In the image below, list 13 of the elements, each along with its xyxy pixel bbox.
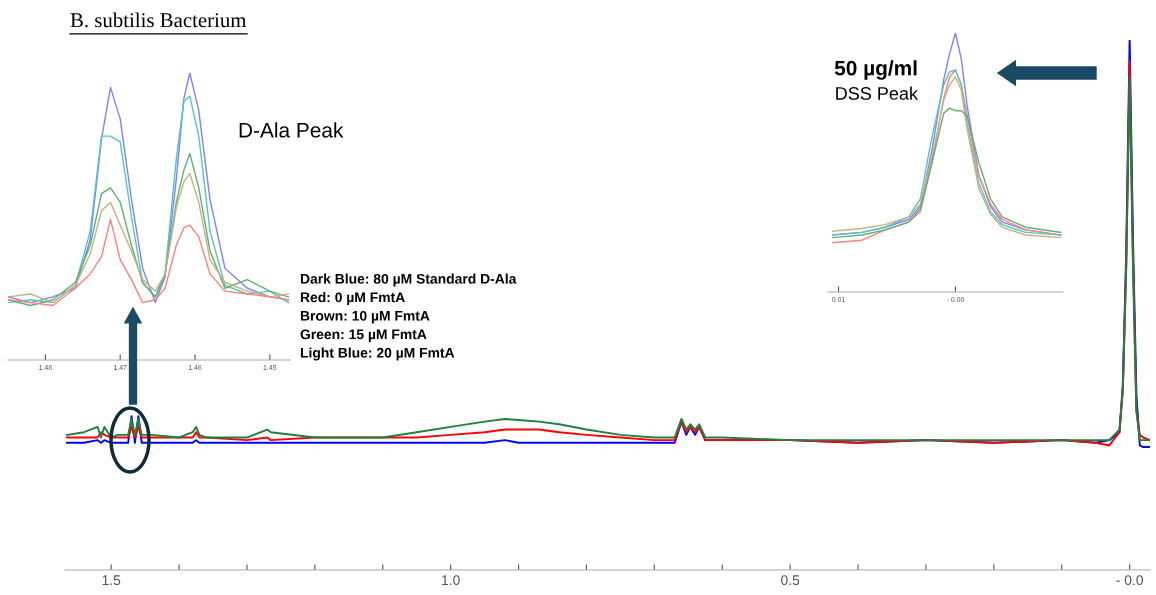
annotation: Green: 15 µM FmtA <box>300 329 427 342</box>
chart-title: B. subtilis Bacterium <box>70 12 247 28</box>
annotation: Dark Blue: 80 µM Standard D-Ala <box>300 273 517 287</box>
text: DSS Peak <box>836 86 919 100</box>
x-tick-label: - 0.0 <box>1116 575 1143 586</box>
annotation: Light Blue: 20 µM FmtA <box>300 347 455 361</box>
x-tick-label: 1.0 <box>442 575 460 586</box>
annotation: Red: 0 µM FmtA <box>300 292 405 305</box>
x-tick-label: 0.5 <box>781 575 800 586</box>
text: 50 µg/ml <box>834 60 917 80</box>
x-tick-label: 1.5 <box>102 575 121 586</box>
text: D-Ala Peak <box>239 122 344 138</box>
annotation: Brown: 10 µM FmtA <box>300 310 430 324</box>
